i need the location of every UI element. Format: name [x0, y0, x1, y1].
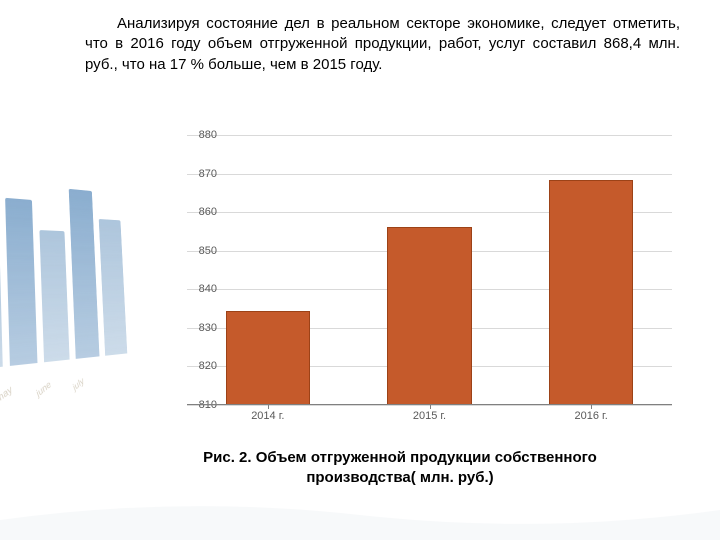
bg-month-label: june: [34, 379, 53, 398]
y-tick-label: 850: [187, 245, 217, 257]
bar: [226, 311, 310, 404]
x-tick-label: 2016 г.: [541, 410, 641, 422]
gridline: [187, 174, 672, 175]
bg-bar: [5, 198, 37, 366]
x-tick-label: 2014 г.: [218, 410, 318, 422]
y-tick-label: 810: [187, 399, 217, 411]
gridline: [187, 135, 672, 136]
plot-area: 8108208308408508608708802014 г.2015 г.20…: [187, 135, 672, 405]
paragraph-text: Анализируя состояние дел в реальном сект…: [85, 14, 680, 75]
bg-bar: [99, 219, 128, 356]
y-tick-label: 830: [187, 322, 217, 334]
bg-bar: [39, 230, 69, 362]
bar: [387, 227, 471, 404]
y-tick-label: 870: [187, 168, 217, 180]
bar: [549, 180, 633, 404]
x-tick-label: 2015 г.: [380, 410, 480, 422]
figure-caption: Рис. 2. Объем отгруженной продукции собс…: [150, 448, 650, 487]
x-tick-mark: [268, 405, 269, 409]
bg-month-label: may: [0, 384, 14, 404]
bg-bar: [69, 189, 100, 359]
bar-chart: 810 820 830 840 850 860 870 880 2014 г. 2015 г. 20…: [152, 130, 675, 430]
y-tick-label: 860: [187, 206, 217, 218]
y-tick-label: 820: [187, 360, 217, 372]
x-tick-mark: [591, 405, 592, 409]
caption-line1: Рис. 2. Объем отгруженной продукции собс…: [203, 449, 597, 466]
bg-month-label: july: [71, 376, 86, 392]
y-tick-label: 840: [187, 283, 217, 295]
body-paragraph: Анализируя состояние дел в реальном сект…: [85, 14, 680, 75]
background-chart-decoration: mayjunejuly400280: [0, 110, 132, 441]
y-tick-label: 880: [187, 129, 217, 141]
x-tick-mark: [430, 405, 431, 409]
bottom-wave-decoration: [0, 490, 720, 540]
caption-line2: производства( млн. руб.): [306, 469, 493, 486]
bg-bar: [0, 259, 3, 370]
